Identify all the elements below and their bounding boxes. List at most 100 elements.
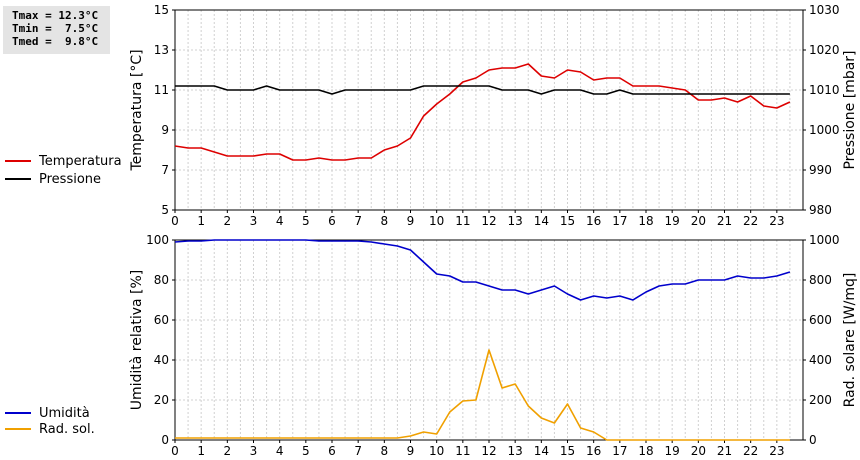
- x-tick-label: 19: [665, 444, 680, 458]
- chart-panel-0: 0 1 2 3 4 5 6 7 8 9 10 11 12 13 14 15 16 17 18 19 20 21 22 2357…: [129, 3, 858, 228]
- y2-tick-label: 980: [809, 203, 832, 217]
- y-tick-label: 7: [161, 163, 169, 177]
- y2-tick-label: 1000: [809, 123, 840, 137]
- x-tick-label: 5: [302, 444, 310, 458]
- x-tick-label: 22: [743, 444, 758, 458]
- x-tick-label: 8: [381, 444, 389, 458]
- series-line-pressione: [175, 85, 790, 95]
- y2-tick-label: 990: [809, 163, 832, 177]
- x-tick-label: 1: [197, 214, 205, 228]
- x-tick-label: 20: [691, 444, 706, 458]
- x-tick-label: 3: [250, 214, 258, 228]
- y2-tick-label: 400: [809, 353, 832, 367]
- legend-label-pressure: Pressione: [39, 171, 102, 187]
- y-axis-title: Umidità relativa [%]: [129, 270, 145, 411]
- x-tick-label: 21: [717, 214, 732, 228]
- x-tick-label: 18: [638, 214, 653, 228]
- y2-tick-label: 600: [809, 313, 832, 327]
- x-tick-label: 1: [197, 444, 205, 458]
- x-tick-label: 17: [612, 444, 627, 458]
- y-tick-label: 15: [154, 3, 169, 17]
- x-tick-label: 11: [455, 444, 470, 458]
- series-line-rad-sol: [175, 349, 790, 441]
- x-tick-label: 0: [171, 214, 179, 228]
- x-tick-label: 16: [586, 444, 601, 458]
- x-tick-label: 5: [302, 214, 310, 228]
- y-tick-label: 5: [161, 203, 169, 217]
- y-tick-label: 9: [161, 123, 169, 137]
- x-tick-label: 4: [276, 214, 284, 228]
- y-tick-label: 0: [161, 433, 169, 447]
- legend-swatch-radiation: [5, 428, 31, 430]
- x-tick-label: 20: [691, 214, 706, 228]
- tmin-value: Tmin = 7.5°C: [12, 22, 99, 35]
- y2-tick-label: 1020: [809, 43, 840, 57]
- x-tick-label: 15: [560, 214, 575, 228]
- legend-swatch-pressure: [5, 178, 31, 180]
- legend-item-radiation: Rad. sol.: [5, 420, 95, 438]
- x-tick-label: 16: [586, 214, 601, 228]
- legend-swatch-temperature: [5, 160, 31, 162]
- y2-tick-label: 0: [809, 433, 817, 447]
- tmed-value: Tmed = 9.8°C: [12, 35, 99, 48]
- y-tick-label: 80: [154, 273, 169, 287]
- x-tick-label: 0: [171, 444, 179, 458]
- x-tick-label: 19: [665, 214, 680, 228]
- x-tick-label: 22: [743, 214, 758, 228]
- x-tick-label: 13: [508, 444, 523, 458]
- legend-swatch-humidity: [5, 412, 31, 414]
- chart-panel-1: 0 1 2 3 4 5 6 7 8 9 10 11 12 13 14 15 16 17 18 19 20 21 22 2302…: [129, 233, 858, 458]
- x-tick-label: 15: [560, 444, 575, 458]
- y-tick-label: 20: [154, 393, 169, 407]
- y2-tick-label: 200: [809, 393, 832, 407]
- x-tick-label: 3: [250, 444, 258, 458]
- x-tick-label: 14: [534, 444, 549, 458]
- x-tick-label: 17: [612, 214, 627, 228]
- x-tick-label: 9: [407, 214, 415, 228]
- legend-label-temperature: Temperatura: [39, 153, 122, 169]
- y2-tick-label: 1030: [809, 3, 840, 17]
- x-tick-label: 2: [224, 214, 232, 228]
- x-tick-label: 23: [769, 214, 784, 228]
- y2-tick-label: 1000: [809, 233, 840, 247]
- tmax-value: Tmax = 12.3°C: [12, 9, 99, 22]
- x-tick-label: 9: [407, 444, 415, 458]
- x-tick-label: 6: [328, 214, 336, 228]
- x-tick-label: 8: [381, 214, 389, 228]
- y2-axis-title: Pressione [mbar]: [842, 50, 858, 169]
- x-tick-label: 12: [481, 214, 496, 228]
- x-tick-label: 4: [276, 444, 284, 458]
- y2-tick-label: 800: [809, 273, 832, 287]
- stats-summary-box: Tmax = 12.3°C Tmin = 7.5°C Tmed = 9.8°C: [3, 6, 110, 54]
- x-tick-label: 13: [508, 214, 523, 228]
- y-axis-title: Temperatura [°C]: [129, 49, 145, 171]
- x-tick-label: 10: [429, 214, 444, 228]
- x-tick-label: 18: [638, 444, 653, 458]
- x-tick-label: 6: [328, 444, 336, 458]
- x-tick-label: 10: [429, 444, 444, 458]
- legend-item-pressure: Pressione: [5, 170, 122, 188]
- y2-axis-title: Rad. solare [W/mq]: [842, 273, 858, 408]
- legend-item-temperature: Temperatura: [5, 152, 122, 170]
- x-tick-label: 7: [354, 444, 362, 458]
- y2-tick-label: 1010: [809, 83, 840, 97]
- legend-label-humidity: Umidità: [39, 405, 90, 421]
- y-tick-label: 11: [154, 83, 169, 97]
- y-tick-label: 100: [146, 233, 169, 247]
- y-tick-label: 40: [154, 353, 169, 367]
- legend-label-radiation: Rad. sol.: [39, 421, 95, 437]
- legend-item-humidity: Umidità: [5, 404, 90, 422]
- series-line-temperatura: [174, 63, 791, 161]
- series-line-umidit: [174, 239, 791, 301]
- x-tick-label: 14: [534, 214, 549, 228]
- x-tick-label: 23: [769, 444, 784, 458]
- y-tick-label: 60: [154, 313, 169, 327]
- x-tick-label: 7: [354, 214, 362, 228]
- x-tick-label: 11: [455, 214, 470, 228]
- x-tick-label: 2: [224, 444, 232, 458]
- x-tick-label: 12: [481, 444, 496, 458]
- legend-top: Temperatura Pressione: [5, 152, 122, 188]
- y-tick-label: 13: [154, 43, 169, 57]
- x-tick-label: 21: [717, 444, 732, 458]
